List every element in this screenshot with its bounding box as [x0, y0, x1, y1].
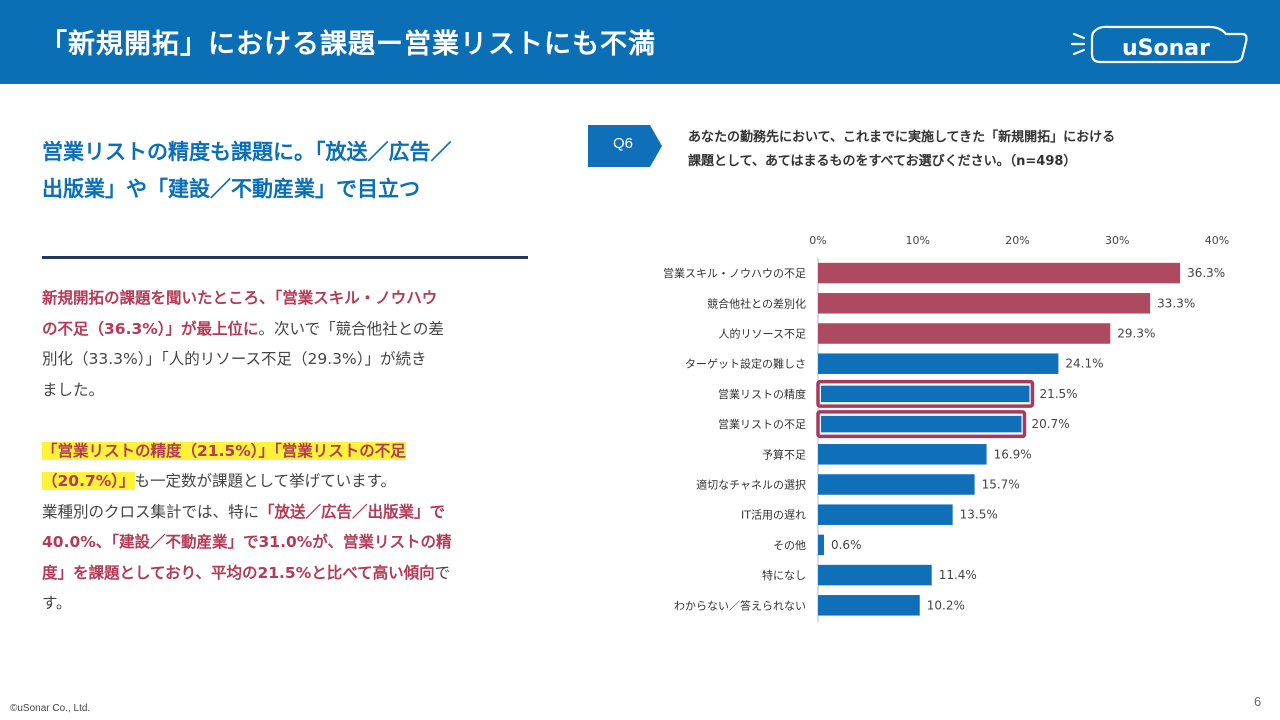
- bar: [818, 323, 1111, 344]
- question-badge: [588, 125, 662, 167]
- body-p1-l3: 別化（33.3%）」「人的リソース不足（29.3%）」が続き: [42, 350, 427, 368]
- body-p1-l1: 新規開拓の課題を聞いたところ、「営業スキル・ノウハウ: [42, 289, 438, 307]
- bar: [818, 564, 932, 586]
- lead-line-1: 営業リストの精度も課題に。「放送／広告／: [42, 140, 452, 164]
- body-p2-l2-highlight: （20.7%）」: [42, 472, 135, 490]
- data-label: 20.7%: [1031, 417, 1069, 431]
- category-label: 営業スキル・ノウハウの不足: [663, 266, 806, 280]
- bar: [818, 595, 920, 616]
- category-label: ターゲット設定の難しさ: [685, 357, 806, 371]
- data-label: 15.7%: [982, 478, 1020, 492]
- body-p1-l4: ました。: [42, 380, 105, 399]
- question-text: あなたの勤務先において、これまでに実施してきた「新規開拓」における 課題として、…: [688, 126, 1248, 174]
- body-p2-l3: 業種別のクロス集計では、特に: [42, 502, 260, 521]
- x-tick-label: 20%: [1005, 234, 1029, 247]
- copyright: ©uSonar Co., Ltd.: [10, 703, 91, 714]
- question-number: Q6: [612, 135, 633, 152]
- x-tick-label: 0%: [809, 234, 826, 247]
- data-label: 24.1%: [1065, 357, 1103, 371]
- body-p1-l2: 。次いで「競合他社との差: [258, 319, 444, 338]
- category-label: わからない／答えられない: [674, 598, 806, 612]
- logo-text: uSonar: [1122, 36, 1210, 61]
- data-label: 13.5%: [960, 508, 998, 522]
- bar: [818, 444, 987, 465]
- x-tick-label: 40%: [1205, 234, 1229, 247]
- bar: [821, 415, 1022, 433]
- data-label: 10.2%: [927, 598, 965, 612]
- category-label: 特になし: [762, 568, 806, 582]
- lead-heading: 営業リストの精度も課題に。「放送／広告／ 出版業」や「建設／不動産業」で目立つ: [42, 134, 542, 208]
- page-number: 6: [1254, 694, 1262, 709]
- x-tick-label: 10%: [906, 234, 930, 247]
- body-p2-l5: で: [434, 563, 451, 582]
- lead-line-2: 出版業」や「建設／不動産業」で目立つ: [42, 177, 420, 201]
- divider: [42, 256, 528, 259]
- category-label: その他: [773, 539, 806, 552]
- body-p2-l3-emph: 「放送／広告／出版業」で: [259, 502, 446, 521]
- body-p2-l4-emph: 40.0%、「建設／不動産業」で31.0%が、営業リストの精: [42, 533, 452, 551]
- bar: [821, 385, 1030, 403]
- bar: [818, 353, 1059, 374]
- page-title: 「新規開拓」における課題ー営業リストにも不満: [40, 29, 656, 60]
- highlight-box: [816, 379, 1035, 408]
- usonar-logo: uSonar: [1070, 25, 1248, 64]
- data-label: 33.3%: [1157, 296, 1195, 310]
- body-p2-l6: す。: [42, 594, 72, 612]
- category-label: 営業リストの不足: [718, 417, 806, 431]
- data-label: 21.5%: [1039, 387, 1077, 401]
- data-label: 0.6%: [831, 538, 862, 552]
- category-label: 適切なチャネルの選択: [696, 478, 806, 492]
- body-p2-l2: も一定数が課題として挙げています。: [134, 472, 397, 490]
- bar: [818, 534, 824, 556]
- category-label: 競合他社との差別化: [707, 296, 806, 310]
- bar: [818, 474, 975, 495]
- body-p1-l2-emph: の不足（36.3%）」が最上位に: [42, 319, 259, 338]
- data-label: 16.9%: [994, 447, 1032, 461]
- data-label: 29.3%: [1117, 327, 1155, 341]
- bar: [818, 504, 953, 525]
- x-tick-label: 30%: [1105, 234, 1129, 247]
- bar: [818, 262, 1181, 284]
- bar: [818, 293, 1151, 314]
- category-label: 人的リソース不足: [719, 327, 806, 341]
- category-label: 営業リストの精度: [718, 387, 806, 401]
- data-label: 11.4%: [939, 568, 977, 582]
- header-bar: 「新規開拓」における課題ー営業リストにも不満 uSonar: [0, 0, 1280, 84]
- data-label: 36.3%: [1187, 266, 1225, 280]
- question-line-2: 課題として、あてはまるものをすべてお選びください。（n=498）: [688, 154, 1077, 169]
- body-p2-l1-highlight: 「営業リストの精度（21.5%）」「営業リストの不足: [42, 441, 406, 460]
- highlight-box: [816, 410, 1027, 439]
- question-line-1: あなたの勤務先において、これまでに実施してきた「新規開拓」における: [688, 130, 1116, 145]
- category-label: IT活用の遅れ: [741, 509, 806, 522]
- body-text: 新規開拓の課題を聞いたところ、「営業スキル・ノウハウ の不足（36.3%）」が最…: [42, 283, 532, 619]
- category-label: 予算不足: [762, 447, 806, 461]
- body-p2-l5-emph: 度」を課題としており、平均の21.5%と比べて高い傾向: [42, 563, 435, 582]
